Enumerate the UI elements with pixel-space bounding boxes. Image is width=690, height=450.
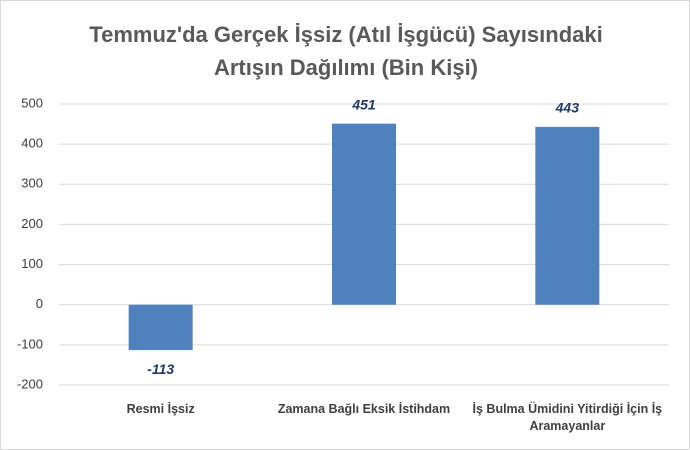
y-tick-label: -100 — [17, 336, 43, 351]
y-tick-label: -200 — [17, 376, 43, 391]
y-tick-label: 300 — [21, 176, 43, 191]
value-label: 443 — [555, 100, 580, 116]
chart-title: Artışın Dağılımı (Bin Kişi) — [214, 55, 478, 80]
y-tick-label: 100 — [21, 256, 43, 271]
x-tick-label: Resmi İşsiz — [126, 402, 195, 416]
x-tick-label: Zamana Bağlı Eksik İstihdam — [277, 402, 451, 416]
bar — [535, 126, 600, 305]
y-tick-label: 500 — [21, 95, 43, 110]
bar — [332, 123, 396, 305]
y-tick-label: 0 — [36, 296, 43, 311]
bar — [128, 304, 193, 351]
y-tick-label: 400 — [21, 136, 43, 151]
chart-title: Temmuz'da Gerçek İşsiz (Atıl İşgücü) Say… — [89, 22, 602, 47]
y-tick-label: 200 — [21, 216, 43, 231]
value-label: 451 — [351, 96, 376, 112]
x-tick-label: İş Bulma Ümidini Yitirdiği İçin İş Arama… — [472, 402, 663, 433]
value-label: -113 — [147, 361, 174, 377]
